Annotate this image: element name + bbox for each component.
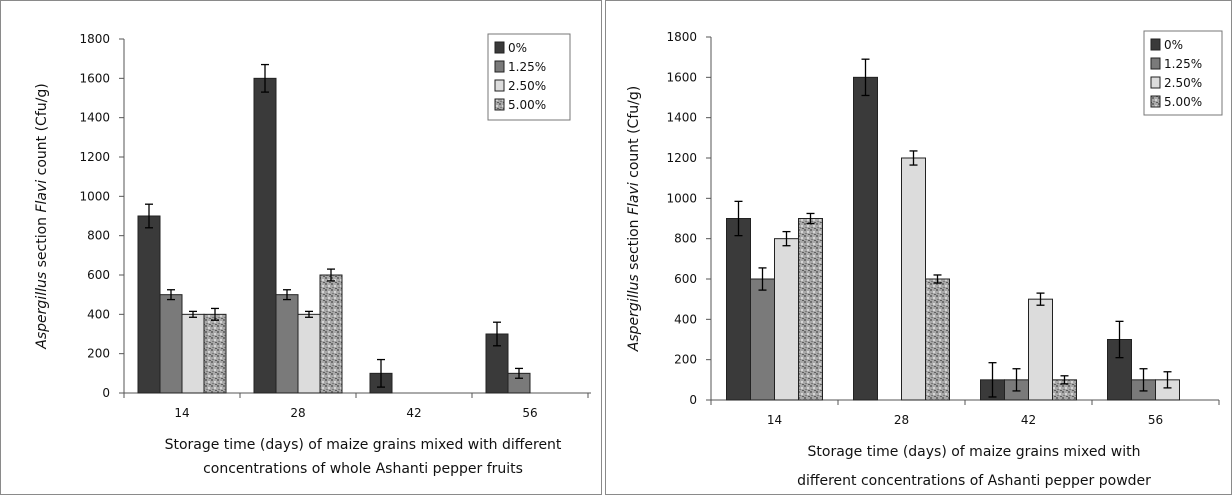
bar-2-50pct-28 bbox=[297, 313, 321, 394]
y-tick-label: 1000 bbox=[666, 191, 697, 205]
y-tick-label: 0 bbox=[689, 393, 697, 407]
y-axis-label: Aspergillus section Flavi count (Cfu/g) bbox=[626, 86, 642, 352]
y-tick-label: 1400 bbox=[666, 111, 697, 125]
error-bar bbox=[806, 212, 815, 225]
error-bar bbox=[758, 267, 767, 291]
legend-swatch bbox=[494, 60, 505, 73]
chart-panel-right: 0 200 400 600 800 1000 1200 1400 1600 1800 14 28 42 5… bbox=[605, 0, 1232, 495]
bar-0pct-14 bbox=[726, 218, 751, 401]
legend-label: 1.25% bbox=[508, 60, 546, 74]
legend-label: 0% bbox=[1164, 38, 1183, 52]
x-tick-label: 56 bbox=[522, 406, 537, 420]
error-bar bbox=[1012, 368, 1021, 392]
y-tick-label: 800 bbox=[674, 232, 697, 246]
y-tick-label: 1400 bbox=[79, 111, 110, 125]
bar-2-50pct-28 bbox=[901, 157, 926, 401]
legend-swatch bbox=[1150, 95, 1161, 108]
bar-0pct-28 bbox=[253, 77, 277, 394]
y-tick-label: 1000 bbox=[79, 189, 110, 203]
bar-5-00pct-14 bbox=[798, 218, 823, 401]
y-tick-label: 600 bbox=[87, 268, 110, 282]
error-bar bbox=[305, 310, 313, 318]
x-axis-label-line2: different concentrations of Ashanti pepp… bbox=[797, 473, 1151, 489]
y-tick-label: 1200 bbox=[666, 151, 697, 165]
legend-swatch bbox=[494, 79, 505, 92]
error-bar bbox=[933, 274, 942, 284]
error-bar bbox=[167, 289, 175, 301]
legend-label: 0% bbox=[508, 41, 527, 55]
legend-label: 2.50% bbox=[1164, 76, 1202, 90]
x-axis-label-line2: concentrations of whole Ashanti pepper f… bbox=[203, 461, 523, 477]
bar-2-50pct-14 bbox=[181, 313, 205, 394]
legend-label: 5.00% bbox=[1164, 95, 1202, 109]
x-tick-label: 42 bbox=[406, 406, 421, 420]
x-tick-label: 42 bbox=[1021, 413, 1036, 427]
legend-swatch bbox=[494, 98, 505, 111]
error-bar bbox=[211, 307, 219, 321]
legend-swatch bbox=[1150, 57, 1161, 70]
error-bar bbox=[145, 203, 153, 229]
x-axis-label-line1: Storage time (days) of maize grains mixe… bbox=[808, 444, 1141, 460]
y-tick-label: 400 bbox=[674, 312, 697, 326]
error-bar bbox=[782, 230, 791, 247]
bar-1-25pct-28 bbox=[275, 294, 299, 394]
error-bar bbox=[1163, 371, 1172, 389]
error-bar bbox=[734, 200, 743, 237]
error-bar bbox=[1060, 375, 1069, 385]
error-bar bbox=[1115, 320, 1124, 359]
error-bar bbox=[1036, 292, 1045, 306]
bar-1-25pct-14 bbox=[159, 294, 183, 394]
legend-label: 5.00% bbox=[508, 98, 546, 112]
y-tick-label: 200 bbox=[674, 353, 697, 367]
error-bar bbox=[1139, 368, 1148, 392]
y-tick-label: 1600 bbox=[79, 71, 110, 85]
y-tick-label: 1200 bbox=[79, 150, 110, 164]
y-tick-label: 0 bbox=[102, 386, 110, 400]
bar-5-00pct-14 bbox=[203, 313, 227, 394]
error-bar bbox=[377, 358, 385, 388]
y-tick-label: 400 bbox=[87, 307, 110, 321]
x-tick-label: 28 bbox=[290, 406, 305, 420]
x-tick-label: 28 bbox=[894, 413, 909, 427]
bar-2-50pct-42 bbox=[1028, 298, 1053, 401]
bar-0pct-14 bbox=[137, 215, 161, 394]
y-tick-label: 800 bbox=[87, 229, 110, 243]
legend-label: 1.25% bbox=[1164, 57, 1202, 71]
chart-panel-left: 0 200 400 600 800 1000 1200 1400 1600 1800 14 28 42 5… bbox=[0, 0, 602, 495]
x-tick-label: 14 bbox=[767, 413, 782, 427]
bar-chart-right: 0 200 400 600 800 1000 1200 1400 1600 1800 14 28 42 5… bbox=[626, 30, 1223, 489]
legend: 0% 1.25% 2.50% 5.00% bbox=[487, 33, 571, 121]
y-tick-label: 200 bbox=[87, 347, 110, 361]
error-bar bbox=[988, 362, 997, 398]
legend-label: 2.50% bbox=[508, 79, 546, 93]
error-bar bbox=[189, 310, 197, 318]
x-axis-label-line1: Storage time (days) of maize grains mixe… bbox=[165, 437, 562, 453]
error-bar bbox=[515, 367, 523, 379]
x-tick-label: 56 bbox=[1148, 413, 1163, 427]
bar-1-25pct-14 bbox=[750, 278, 775, 401]
x-tick-label: 14 bbox=[174, 406, 189, 420]
y-tick-label: 600 bbox=[674, 272, 697, 286]
error-bar bbox=[261, 63, 269, 93]
y-tick-label: 1800 bbox=[666, 30, 697, 44]
bar-5-00pct-28 bbox=[319, 274, 343, 394]
error-bar bbox=[327, 268, 335, 282]
error-bar bbox=[861, 58, 870, 97]
legend-swatch bbox=[1150, 76, 1161, 89]
bar-chart-left: 0 200 400 600 800 1000 1200 1400 1600 1800 14 28 42 5… bbox=[34, 32, 591, 477]
bar-2-50pct-14 bbox=[774, 238, 799, 401]
legend-swatch bbox=[494, 41, 505, 54]
error-bar bbox=[493, 321, 501, 347]
error-bar bbox=[283, 289, 291, 301]
y-axis-label: Aspergillus section Flavi count (Cfu/g) bbox=[34, 83, 50, 349]
y-tick-label: 1800 bbox=[79, 32, 110, 46]
bar-5-00pct-28 bbox=[925, 278, 950, 401]
legend: 0% 1.25% 2.50% 5.00% bbox=[1143, 30, 1223, 116]
bar-0pct-28 bbox=[853, 76, 878, 401]
error-bar bbox=[909, 150, 918, 166]
y-tick-label: 1600 bbox=[666, 70, 697, 84]
legend-swatch bbox=[1150, 38, 1161, 51]
